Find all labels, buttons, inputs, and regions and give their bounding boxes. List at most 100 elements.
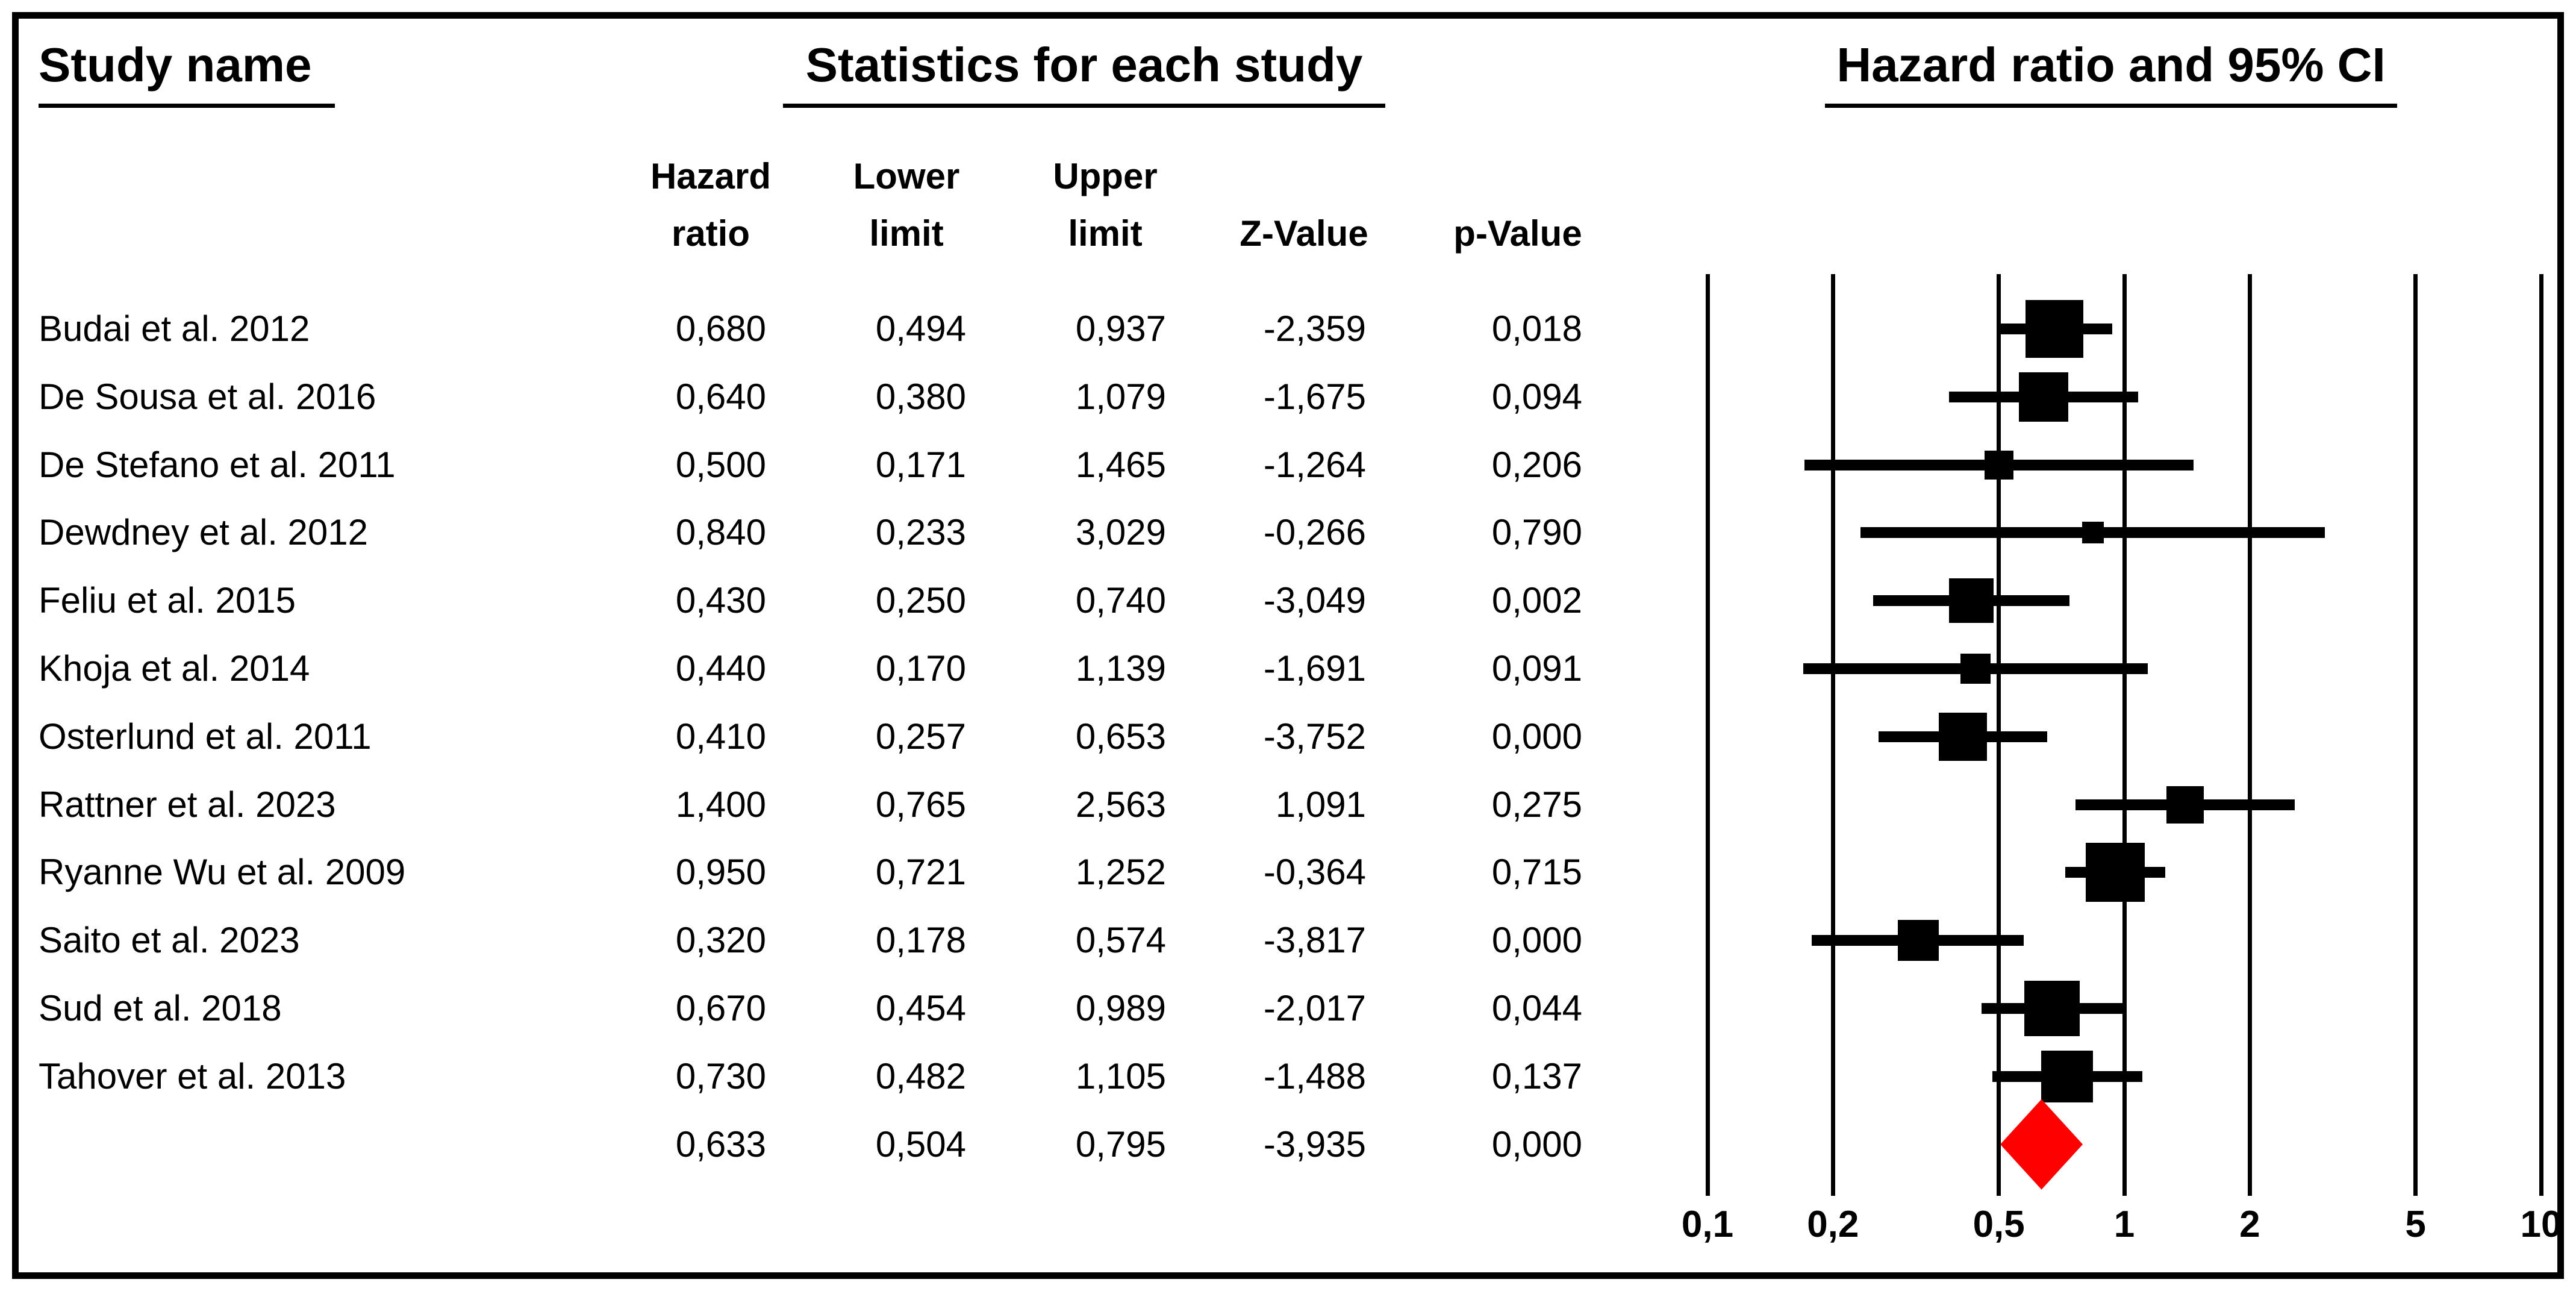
stat-value-upper_limit: 1,105: [1075, 1055, 1166, 1096]
stat-value-upper_limit: 0,740: [1075, 580, 1166, 621]
statistics-header-underline: [783, 104, 1385, 108]
stat-value-hazard_ratio: 0,680: [675, 308, 766, 349]
plot-header-underline: [1825, 104, 2397, 108]
gridline-1: [2122, 274, 2127, 1196]
stat-value-lower_limit: 0,482: [875, 1055, 966, 1096]
study-name-header-underline: [39, 104, 335, 108]
effect-square: [2018, 372, 2068, 422]
gridline-5: [2413, 274, 2418, 1196]
stat-value-z_value: -2,359: [1263, 308, 1366, 349]
stat-value-p_value: 0,000: [1491, 920, 1582, 961]
study-name-header: Study name: [39, 38, 312, 92]
effect-square: [2024, 981, 2080, 1036]
stat-value-hazard_ratio: 0,320: [675, 920, 766, 961]
stat-value-lower_limit: 0,380: [875, 376, 966, 417]
gridline-10: [2539, 274, 2543, 1196]
stat-value-lower_limit: 0,178: [875, 920, 966, 961]
stat-value-p_value: 0,137: [1491, 1055, 1582, 1096]
effect-square: [2026, 300, 2084, 358]
stat-value-p_value: 0,000: [1491, 716, 1582, 757]
stat-value-p_value: 0,715: [1491, 852, 1582, 893]
stat-value-z_value: -1,691: [1263, 648, 1366, 689]
column-header-p_value: p-Value: [1453, 213, 1582, 254]
stat-value-upper_limit: 0,795: [1075, 1124, 1166, 1164]
plot-header: Hazard ratio and 95% CI: [1836, 38, 2386, 92]
effect-square: [1960, 654, 1991, 684]
axis-tick-label: 0,1: [1681, 1204, 1734, 1245]
stat-value-hazard_ratio: 0,500: [675, 444, 766, 485]
study-name-label: Khoja et al. 2014: [39, 648, 310, 689]
stat-value-z_value: -0,266: [1263, 512, 1366, 553]
effect-square: [2041, 1050, 2094, 1102]
stat-value-lower_limit: 0,170: [875, 648, 966, 689]
effect-square: [2082, 522, 2104, 544]
column-header-upper_limit: Upper limit: [1053, 156, 1158, 254]
stat-value-z_value: -1,488: [1263, 1055, 1366, 1096]
stat-value-upper_limit: 1,079: [1075, 376, 1166, 417]
stat-value-lower_limit: 0,721: [875, 852, 966, 893]
stat-value-z_value: -3,049: [1263, 580, 1366, 621]
axis-tick-label: 2: [2239, 1204, 2260, 1245]
stat-value-p_value: 0,206: [1491, 444, 1582, 485]
effect-square: [2085, 843, 2145, 902]
effect-square: [1949, 578, 1994, 624]
stat-value-p_value: 0,091: [1491, 648, 1582, 689]
study-name-label: Sud et al. 2018: [39, 988, 282, 1028]
stat-value-hazard_ratio: 0,840: [675, 512, 766, 553]
stat-value-hazard_ratio: 0,633: [675, 1124, 766, 1164]
study-name-label: Osterlund et al. 2011: [39, 716, 372, 757]
stat-value-lower_limit: 0,250: [875, 580, 966, 621]
axis-tick-label: 10: [2520, 1204, 2562, 1245]
gridline-2: [2247, 274, 2252, 1196]
stat-value-z_value: -1,264: [1263, 444, 1366, 485]
axis-tick-label: 0,5: [1973, 1204, 2025, 1245]
stat-value-hazard_ratio: 0,410: [675, 716, 766, 757]
axis-tick-label: 5: [2405, 1204, 2426, 1245]
gridline-0,1: [1705, 274, 1710, 1196]
stat-value-hazard_ratio: 0,640: [675, 376, 766, 417]
stat-value-z_value: -3,752: [1263, 716, 1366, 757]
gridline-0,2: [1830, 274, 1835, 1196]
stat-value-z_value: -3,817: [1263, 920, 1366, 961]
stat-value-upper_limit: 0,989: [1075, 988, 1166, 1028]
stat-value-lower_limit: 0,504: [875, 1124, 966, 1164]
stat-value-upper_limit: 1,252: [1075, 852, 1166, 893]
study-name-label: Saito et al. 2023: [39, 920, 300, 961]
study-name-label: De Stefano et al. 2011: [39, 444, 396, 485]
stat-value-lower_limit: 0,454: [875, 988, 966, 1028]
stat-value-p_value: 0,275: [1491, 784, 1582, 825]
figure-border: [12, 12, 2564, 1279]
study-name-label: Ryanne Wu et al. 2009: [39, 852, 406, 893]
study-name-label: De Sousa et al. 2016: [39, 376, 376, 417]
stat-value-p_value: 0,000: [1491, 1124, 1582, 1164]
study-name-label: Tahover et al. 2013: [39, 1055, 346, 1096]
axis-tick-label: 1: [2113, 1204, 2135, 1245]
stat-value-upper_limit: 0,937: [1075, 308, 1166, 349]
stat-value-z_value: -2,017: [1263, 988, 1366, 1028]
stat-value-hazard_ratio: 0,440: [675, 648, 766, 689]
stat-value-hazard_ratio: 0,950: [675, 852, 766, 893]
effect-square: [1984, 450, 2013, 480]
stat-value-z_value: -1,675: [1263, 376, 1366, 417]
stat-value-upper_limit: 2,563: [1075, 784, 1166, 825]
stat-value-lower_limit: 0,494: [875, 308, 966, 349]
study-name-label: Rattner et al. 2023: [39, 784, 336, 825]
stat-value-hazard_ratio: 0,670: [675, 988, 766, 1028]
stat-value-upper_limit: 1,465: [1075, 444, 1166, 485]
stat-value-z_value: -0,364: [1263, 852, 1366, 893]
column-header-z_value: Z-Value: [1240, 213, 1368, 254]
axis-tick-label: 0,2: [1807, 1204, 1859, 1245]
stat-value-p_value: 0,094: [1491, 376, 1582, 417]
stat-value-lower_limit: 0,257: [875, 716, 966, 757]
column-header-hazard_ratio: Hazard ratio: [650, 156, 772, 254]
stat-value-p_value: 0,018: [1491, 308, 1582, 349]
stat-value-p_value: 0,790: [1491, 512, 1582, 553]
effect-square: [2166, 786, 2204, 824]
stat-value-hazard_ratio: 0,430: [675, 580, 766, 621]
study-name-label: Budai et al. 2012: [39, 308, 310, 349]
stat-value-upper_limit: 1,139: [1075, 648, 1166, 689]
stat-value-hazard_ratio: 0,730: [675, 1055, 766, 1096]
study-name-label: Feliu et al. 2015: [39, 580, 296, 621]
study-name-label: Dewdney et al. 2012: [39, 512, 369, 553]
